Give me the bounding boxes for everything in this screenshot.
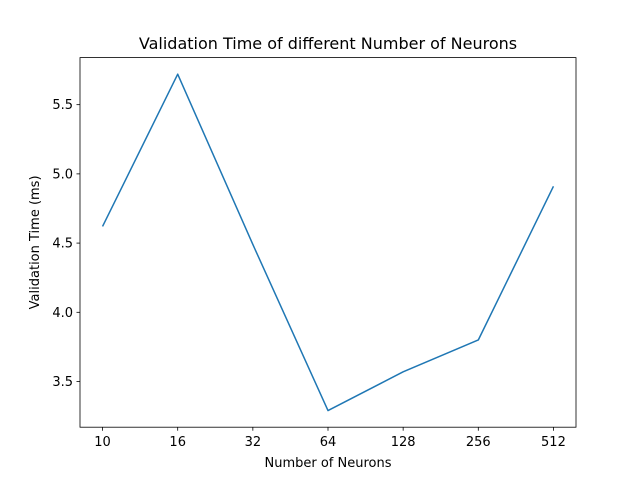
y-tick-label: 3.5: [52, 375, 73, 390]
axes-background: [80, 57, 576, 428]
y-tick-label: 4.5: [52, 237, 73, 252]
x-tick-label: 256: [466, 435, 491, 450]
x-tick-label: 16: [169, 435, 186, 450]
axes-frame: [79, 57, 577, 428]
x-tick-label: 512: [541, 435, 566, 450]
x-tick-label: 32: [245, 435, 262, 450]
x-tick-label: 128: [391, 435, 416, 450]
x-tick-label: 64: [320, 435, 337, 450]
plot-area: [80, 57, 576, 428]
y-axis-label: Validation Time (ms): [28, 175, 43, 309]
chart-title: Validation Time of different Number of N…: [139, 34, 517, 53]
x-axis-label: Number of Neurons: [264, 456, 391, 471]
y-tick-label: 5.0: [52, 167, 73, 182]
data-layer: [101, 73, 555, 412]
y-tick-label: 4.0: [52, 306, 73, 321]
series-line: [101, 73, 555, 412]
x-axis-ticks: 10 16 32 64 128 256 512: [94, 427, 566, 450]
y-axis-ticks: 3.5 4.0 4.5 5.0 5.5: [52, 98, 80, 390]
x-tick-label: 10: [94, 435, 111, 450]
y-tick-label: 5.5: [52, 98, 73, 113]
